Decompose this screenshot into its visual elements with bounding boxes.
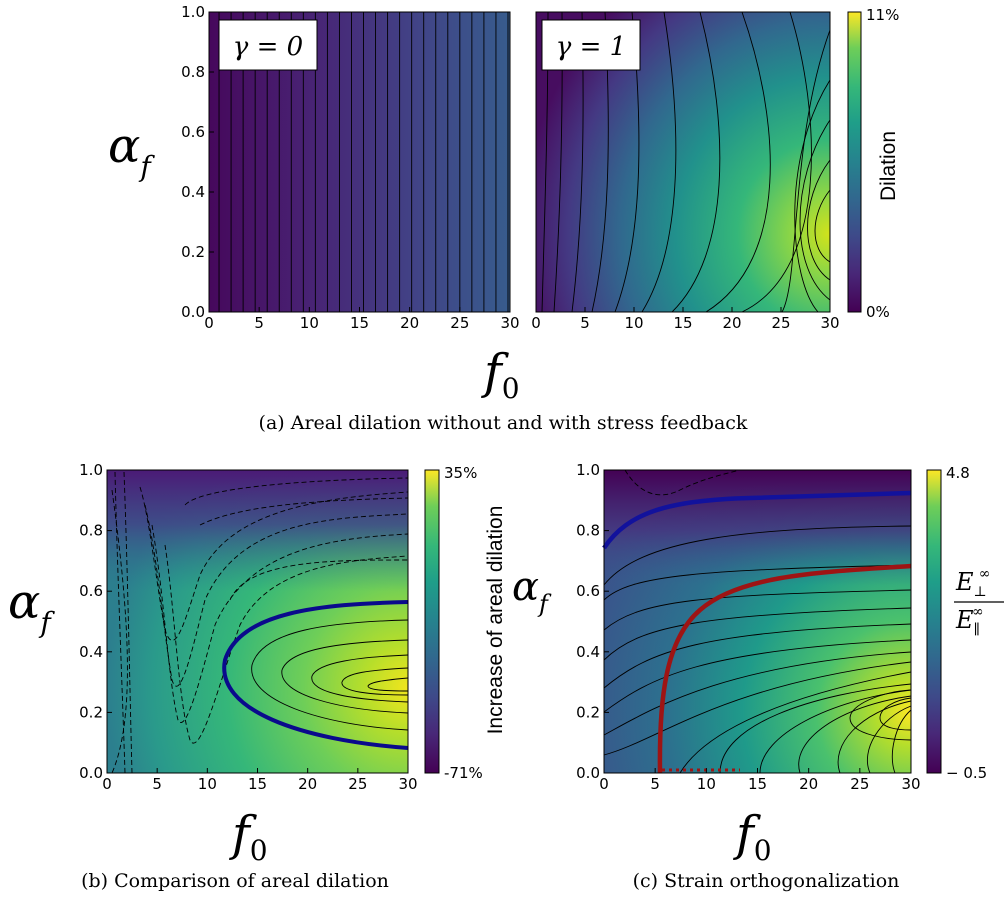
panel-c-y-ticks: 0.0 0.2 0.4 0.6 0.8 1.0 bbox=[576, 461, 609, 782]
panel-a-left-x-ticks: 0 5 10 15 20 25 30 bbox=[204, 307, 520, 332]
panel-c-x-tick-label: 20 bbox=[799, 775, 818, 793]
dilation-colorbar bbox=[847, 11, 862, 313]
panel-c-y-tick-label: 0.0 bbox=[576, 764, 600, 782]
panel-c-red-contour bbox=[657, 563, 912, 774]
panel-b-y-axis-label: αf bbox=[8, 574, 55, 639]
panel-c-x-tick-label: 0 bbox=[599, 775, 609, 793]
panel-a-right-x-tick-label: 0 bbox=[531, 314, 541, 332]
increase-colorbar bbox=[424, 469, 440, 774]
panel-c: 0.0 0.2 0.4 0.6 0.8 1.0 0 5 10 15 20 25 30 4.8 − 0.… bbox=[512, 461, 1004, 867]
panel-a-left-y-tick-label: 0.8 bbox=[181, 63, 205, 81]
panel-a-right-x-tick-label: 20 bbox=[722, 314, 741, 332]
svg-text:E∥∞: E∥∞ bbox=[955, 604, 984, 638]
panel-b-x-tick-label: 25 bbox=[348, 775, 367, 793]
panel-a-left-x-tick-label: 30 bbox=[500, 314, 519, 332]
panel-a-right: γ = 1 0 5 10 15 20 25 30 11% 0% Dilation bbox=[531, 6, 900, 332]
panel-a-left-y-tick-label: 0.6 bbox=[181, 123, 205, 141]
panel-a-left-x-tick-label: 5 bbox=[254, 314, 264, 332]
panel-a-right-x-tick-label: 15 bbox=[673, 314, 692, 332]
panel-a-right-x-tick-label: 5 bbox=[580, 314, 590, 332]
panel-c-y-tick-label: 0.8 bbox=[576, 522, 600, 540]
gamma-1-label-box bbox=[541, 19, 641, 71]
panel-a-left-x-tick-label: 25 bbox=[450, 314, 469, 332]
panel-a-right-x-tick-label: 30 bbox=[820, 314, 839, 332]
panel-b-y-tick-label: 0.0 bbox=[79, 764, 103, 782]
panel-b-x-tick-label: 30 bbox=[398, 775, 417, 793]
panel-b-y-tick-label: 0.6 bbox=[79, 582, 103, 600]
panel-c-y-tick-label: 0.6 bbox=[576, 582, 600, 600]
panel-b-x-tick-label: 20 bbox=[298, 775, 317, 793]
strain-colorbar-min: − 0.5 bbox=[946, 764, 987, 782]
panel-b-y-tick-label: 0.8 bbox=[79, 522, 103, 540]
panel-b-zero-contour bbox=[222, 600, 409, 750]
strain-colorbar-max: 4.8 bbox=[946, 464, 970, 482]
panel-c-x-tick-label: 10 bbox=[697, 775, 716, 793]
panel-b-x-tick-label: 0 bbox=[102, 775, 112, 793]
panel-c-x-tick-label: 15 bbox=[748, 775, 767, 793]
panel-b-x-ticks: 0 5 10 15 20 25 30 bbox=[102, 768, 418, 793]
dilation-colorbar-min: 0% bbox=[866, 303, 890, 321]
caption-a: (a) Areal dilation without and with stre… bbox=[258, 412, 748, 434]
caption-b: (b) Comparison of areal dilation bbox=[81, 870, 389, 892]
panel-c-y-tick-label: 1.0 bbox=[576, 461, 600, 479]
panel-c-solid-contours bbox=[603, 525, 912, 774]
panel-a-right-x-tick-label: 10 bbox=[624, 314, 643, 332]
panel-c-x-ticks: 0 5 10 15 20 25 30 bbox=[599, 768, 921, 793]
strain-colorbar-label: E⊥∞ E∥∞ bbox=[954, 566, 1004, 638]
panel-a-left-x-tick-label: 10 bbox=[300, 314, 319, 332]
panel-a-left-y-tick-label: 0.2 bbox=[181, 243, 205, 261]
panel-c-y-tick-label: 0.2 bbox=[576, 703, 600, 721]
panel-c-heatmap-top-shade bbox=[604, 470, 911, 773]
dilation-colorbar-label: Dilation bbox=[877, 131, 900, 201]
dilation-colorbar-max: 11% bbox=[866, 6, 899, 24]
panel-c-x-axis-label: f0 bbox=[733, 806, 772, 867]
panel-a-right-x-tick-label: 25 bbox=[771, 314, 790, 332]
svg-text:E⊥∞: E⊥∞ bbox=[955, 566, 990, 600]
panel-b: 0.0 0.2 0.4 0.6 0.8 1.0 0 5 10 15 20 25 30 35% -71%… bbox=[8, 461, 507, 867]
panel-a-x-axis-label: f0 bbox=[481, 344, 520, 405]
caption-c: (c) Strain orthogonalization bbox=[632, 870, 900, 892]
panel-a-left-x-tick-label: 20 bbox=[400, 314, 419, 332]
panel-b-y-tick-label: 0.2 bbox=[79, 703, 103, 721]
panel-a-left-x-tick-label: 15 bbox=[350, 314, 369, 332]
strain-colorbar bbox=[926, 469, 942, 774]
panel-a-left: γ = 0 0.0 0.2 0.4 0.6 0.8 1.0 0 5 10 15 20 25 30 bbox=[181, 3, 519, 332]
panel-b-heatmap-top-shade bbox=[107, 470, 408, 773]
increase-colorbar-min: -71% bbox=[444, 764, 483, 782]
panel-c-x-tick-label: 5 bbox=[650, 775, 660, 793]
panel-b-x-axis-label: f0 bbox=[229, 806, 268, 867]
gamma-0-label-box bbox=[218, 19, 318, 71]
panel-a-left-x-tick-label: 0 bbox=[204, 314, 214, 332]
panel-c-blue-contour bbox=[602, 490, 912, 550]
panel-a-left-y-tick-label: 1.0 bbox=[181, 3, 205, 21]
panel-c-x-tick-label: 25 bbox=[850, 775, 869, 793]
panel-b-y-tick-label: 0.4 bbox=[79, 643, 103, 661]
panel-b-x-tick-label: 10 bbox=[198, 775, 217, 793]
panel-b-y-tick-label: 1.0 bbox=[79, 461, 103, 479]
increase-colorbar-label: Increase of areal dilation bbox=[484, 506, 507, 735]
gamma-1-label: γ = 1 bbox=[556, 32, 626, 62]
panel-a-left-y-tick-label: 0.4 bbox=[181, 183, 205, 201]
panel-b-x-tick-label: 15 bbox=[248, 775, 267, 793]
gamma-0-label: γ = 0 bbox=[233, 32, 303, 62]
panel-b-solid-contours bbox=[251, 619, 409, 731]
panel-b-dashed-contours bbox=[111, 471, 409, 774]
panel-a-left-y-ticks: 0.0 0.2 0.4 0.6 0.8 1.0 bbox=[181, 3, 214, 321]
panel-c-y-tick-label: 0.4 bbox=[576, 643, 600, 661]
panel-b-y-ticks: 0.0 0.2 0.4 0.6 0.8 1.0 bbox=[79, 461, 112, 782]
panel-c-x-tick-label: 30 bbox=[901, 775, 920, 793]
panel-a-left-y-tick-label: 0.0 bbox=[181, 303, 205, 321]
increase-colorbar-max: 35% bbox=[444, 464, 477, 482]
panel-a-right-x-ticks: 0 5 10 15 20 25 30 bbox=[531, 307, 840, 332]
panel-c-dashed-contour bbox=[624, 469, 741, 496]
panel-c-y-axis-label: αf bbox=[512, 564, 552, 618]
panel-a-y-axis-label: αf bbox=[108, 118, 155, 183]
panel-b-x-tick-label: 5 bbox=[152, 775, 162, 793]
